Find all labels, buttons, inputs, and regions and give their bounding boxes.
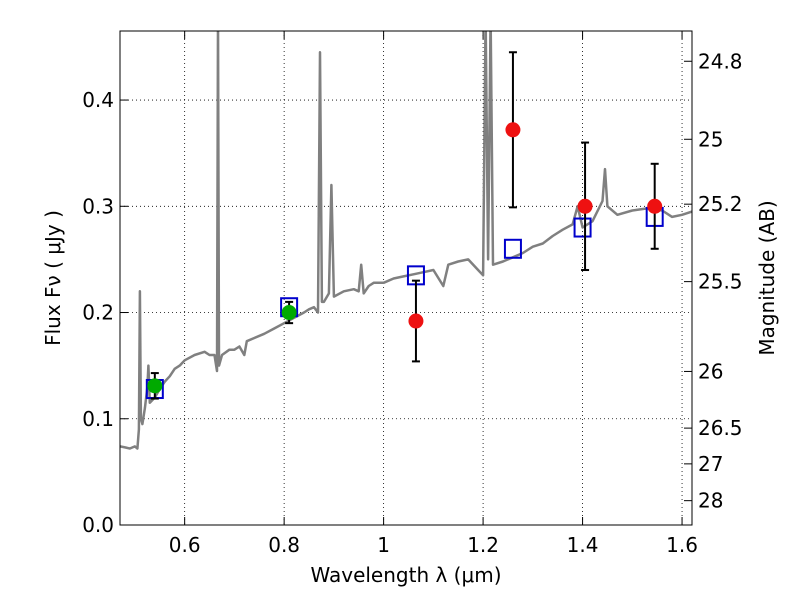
mag-tick-label: 25.5 (698, 270, 743, 294)
mag-tick-label: 28 (698, 489, 723, 513)
ticks-layer: 0.6 0.8 1 1.2 1.4 1.6 0.0 0.1 0.2 0.3 0.4 24.8 25 25.… (82, 31, 743, 557)
model-box (573, 217, 592, 238)
mag-tick-label: 24.8 (698, 49, 743, 73)
x-axis-label: Wavelength λ (μm) (310, 563, 501, 587)
optical-point (281, 305, 297, 321)
plot-frame (119, 30, 693, 526)
mag-tick-label: 27 (698, 452, 723, 476)
x-tick-label: 0.6 (169, 533, 201, 557)
y-axis-label: Flux Fν ( μJy ) (41, 210, 65, 346)
x-tick-label: 0.8 (268, 533, 300, 557)
plot-background (120, 31, 692, 525)
y-tick-label: 0.2 (82, 301, 114, 325)
spectrum-line (120, 31, 692, 450)
y-tick-label: 0.3 (82, 194, 114, 218)
x-tick-label: 1 (377, 533, 390, 557)
y-tick-label: 0.4 (82, 88, 114, 112)
mag-tick-label: 26.5 (698, 416, 743, 440)
nir-point (577, 198, 593, 214)
nir-point (505, 122, 521, 138)
nir-point (647, 198, 663, 214)
model-box (503, 238, 522, 259)
x-tick-label: 1.4 (567, 533, 599, 557)
y-axis-label-right: Magnitude (AB) (755, 200, 779, 355)
nir-point (408, 313, 424, 329)
mag-tick-label: 25.2 (698, 192, 743, 216)
spectrum-layer (120, 31, 692, 450)
mag-tick-label: 26 (698, 359, 723, 383)
y-tick-label: 0.0 (82, 513, 114, 537)
mag-tick-label: 25 (698, 127, 723, 151)
markers-layer (145, 51, 664, 400)
y-tick-label: 0.1 (82, 407, 114, 431)
x-tick-label: 1.6 (666, 533, 698, 557)
x-tick-label: 1.2 (467, 533, 499, 557)
optical-point (147, 378, 163, 394)
